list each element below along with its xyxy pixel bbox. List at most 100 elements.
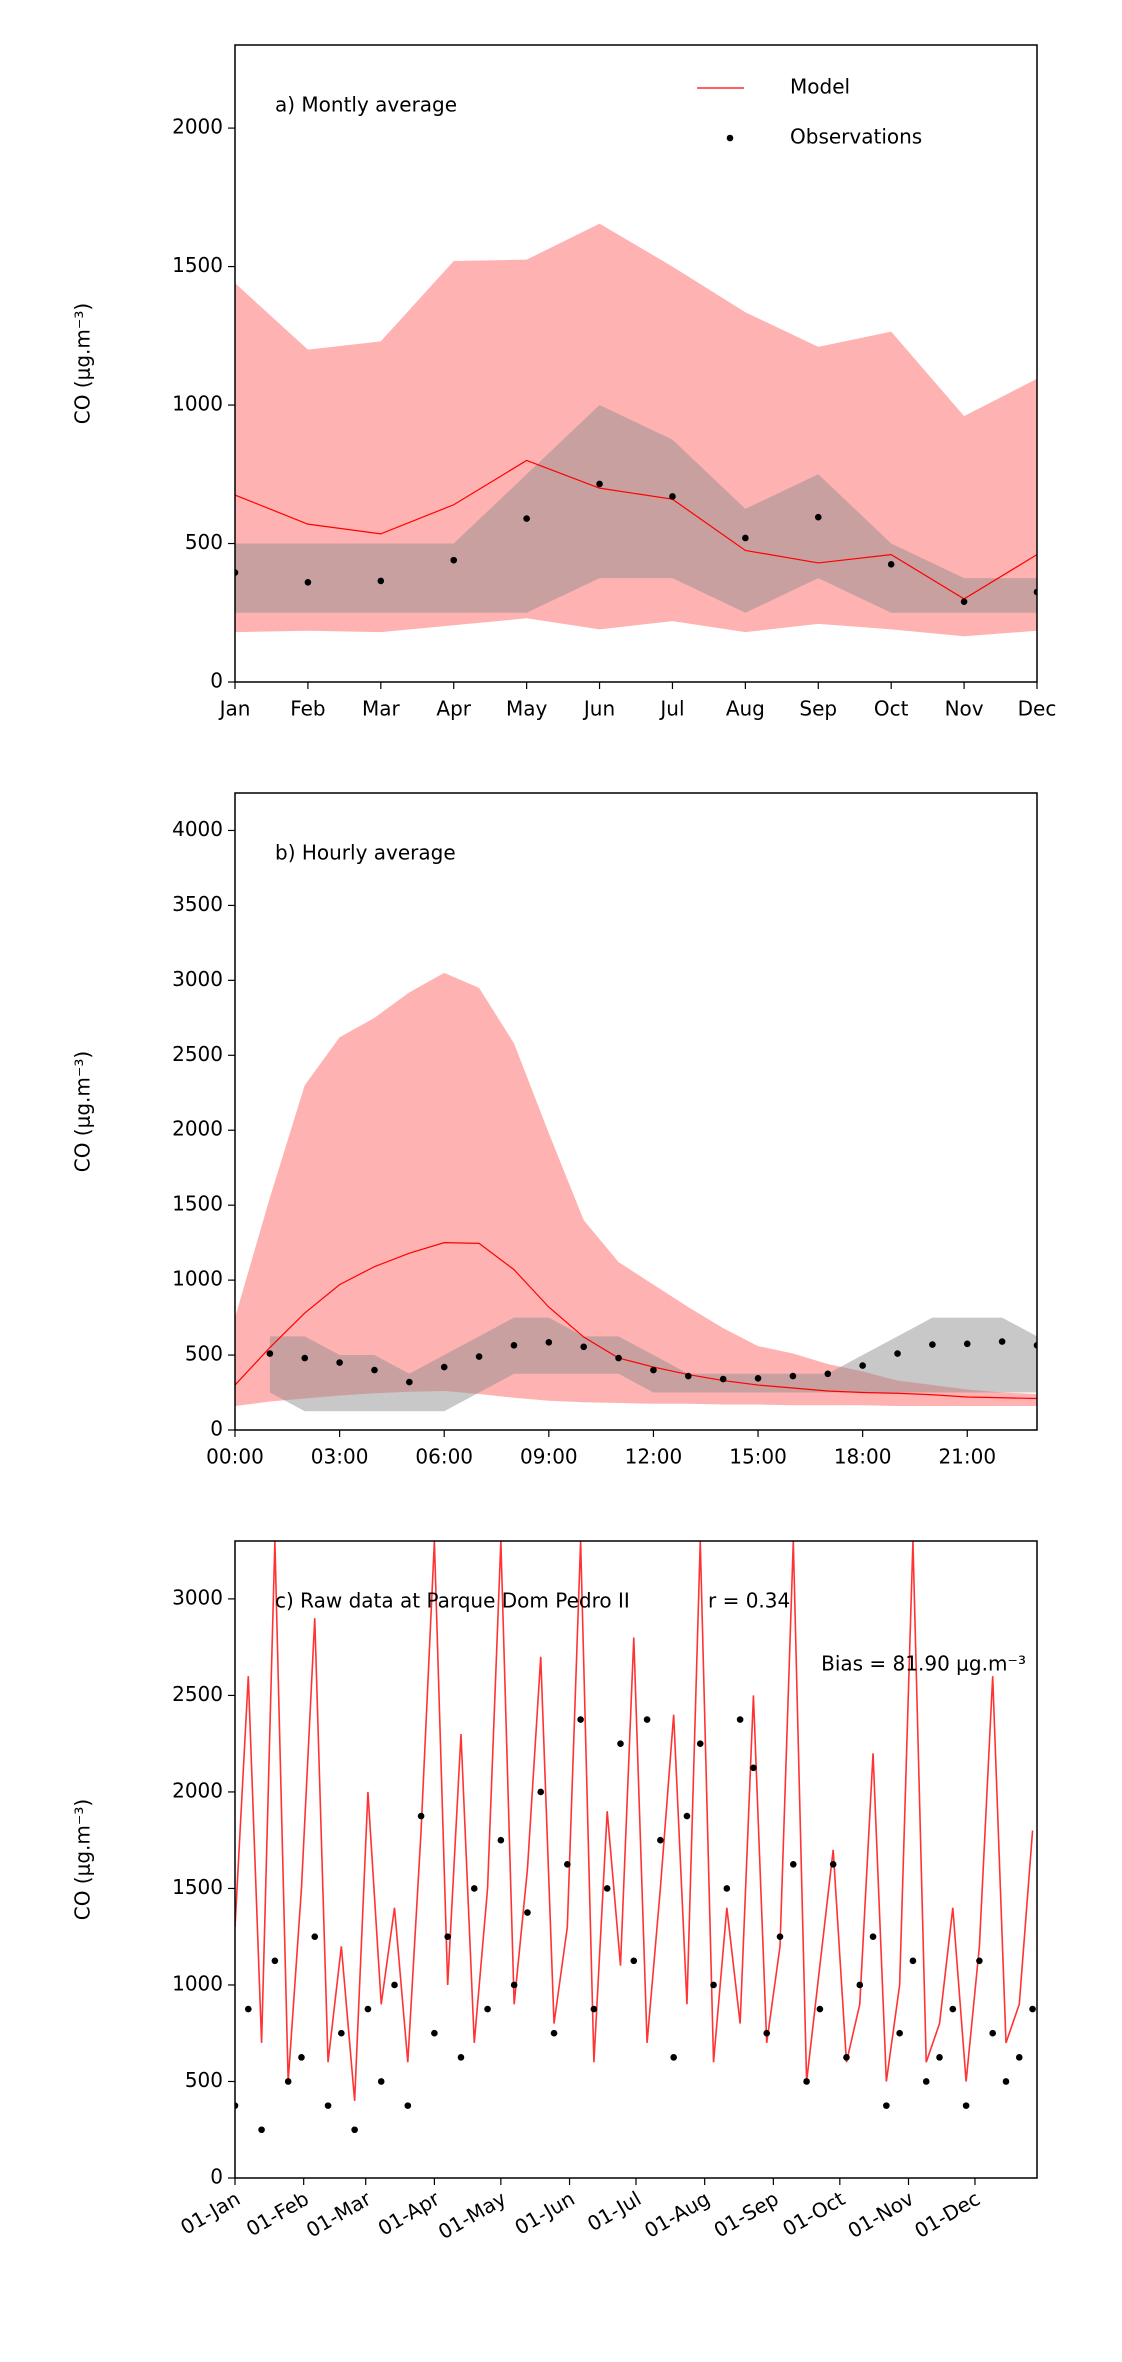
observation-dot <box>497 1836 505 1844</box>
observation-dot <box>669 493 676 500</box>
y-tick-label: 0 <box>210 2165 223 2189</box>
x-tick-label: 01-Aug <box>640 2186 714 2242</box>
observation-dot <box>440 1363 448 1371</box>
observation-dot <box>909 1957 917 1965</box>
y-axis-label: CO (μg.m⁻³) <box>71 1799 95 1921</box>
annotation: Bias = 81.90 μg.m⁻³ <box>821 1652 1026 1676</box>
observation-dot <box>1002 2078 1010 2085</box>
plot-area <box>235 223 1037 637</box>
x-tick-label: Mar <box>362 697 401 721</box>
observation-dot <box>457 2054 465 2061</box>
observation-dot <box>643 1716 651 1723</box>
x-tick-label: 09:00 <box>520 1445 578 1469</box>
y-tick-label: 500 <box>185 2068 223 2092</box>
observation-dot <box>963 1340 971 1348</box>
observation-dot <box>896 2029 903 2037</box>
observation-dot <box>1033 588 1037 596</box>
observation-dot <box>929 1341 936 1348</box>
observation-dot <box>377 2078 385 2085</box>
observation-dot <box>657 1836 664 1844</box>
observation-dot <box>311 1933 319 1941</box>
y-tick-label: 2500 <box>172 1682 223 1706</box>
observation-dot <box>244 2005 252 2013</box>
x-tick-label: 12:00 <box>625 1445 683 1469</box>
observation-dot <box>338 2029 345 2037</box>
observation-dot <box>304 578 312 586</box>
observation-dot <box>843 2054 850 2061</box>
observation-dot <box>324 2102 332 2109</box>
observation-dot <box>887 560 895 568</box>
observation-dot <box>750 1764 757 1772</box>
observation-dot <box>670 2054 677 2061</box>
x-tick-label: 01-Apr <box>374 2186 445 2241</box>
observation-dot <box>630 1957 638 1965</box>
x-tick-label: Sep <box>799 697 837 721</box>
y-tick-label: 0 <box>210 669 223 693</box>
panel: 0 500 1000 1500 2000 Jan Feb Mar Apr May Jun Jul Aug… <box>71 44 1057 721</box>
observation-dot <box>235 2102 239 2109</box>
y-tick-label: 1000 <box>172 392 223 416</box>
x-tick-label: 21:00 <box>938 1445 996 1469</box>
x-tick-label: 01-Jul <box>583 2186 645 2236</box>
panel-title: b) Hourly average <box>275 841 456 865</box>
observation-dot <box>603 1885 611 1892</box>
observation-dot <box>814 513 822 521</box>
observation-dot <box>484 2005 491 2013</box>
y-tick-label: 3000 <box>172 967 223 991</box>
x-tick-label: 01-Oct <box>778 2186 849 2241</box>
observation-dot <box>776 1933 784 1941</box>
observation-dot <box>824 1370 832 1378</box>
axes-frame <box>234 792 1038 1431</box>
x-tick-label: Apr <box>436 697 471 721</box>
observation-dot <box>545 1339 553 1346</box>
observation-dot <box>869 1933 877 1941</box>
range-band <box>235 972 1037 1407</box>
observation-dot <box>723 1885 731 1892</box>
observation-dot <box>829 1861 837 1868</box>
x-tick-label: Nov <box>945 697 984 721</box>
range-band <box>235 223 1037 637</box>
panel-title: c) Raw data at Parque Dom Pedro II <box>275 1589 630 1613</box>
observation-dot <box>617 1740 624 1747</box>
panel: 0 500 1000 1500 2000 2500 3000 3500 4000 00:00 03:… <box>71 792 1038 1469</box>
y-tick-label: 500 <box>185 1342 223 1366</box>
x-tick-label: 01-Jan <box>176 2186 244 2239</box>
panel-title: a) Montly average <box>275 93 457 117</box>
y-tick-label: 3000 <box>172 1585 223 1609</box>
legend-label: Model <box>790 75 850 99</box>
model-line <box>235 1242 1037 1400</box>
x-tick-label: 06:00 <box>415 1445 473 1469</box>
x-tick-label: Jul <box>658 697 684 721</box>
observation-dot <box>475 1353 483 1360</box>
x-tick-label: 01-Nov <box>844 2186 918 2243</box>
observation-dot <box>301 1354 309 1362</box>
observation-dot <box>998 1338 1006 1345</box>
x-tick-label: Oct <box>874 697 909 721</box>
x-tick-label: Dec <box>1018 697 1057 721</box>
observation-dot <box>683 1812 691 1820</box>
observation-dot <box>258 2126 265 2134</box>
plot-area <box>235 972 1037 1412</box>
observation-dot <box>615 1354 622 1362</box>
observation-dot <box>736 1716 744 1723</box>
y-tick-label: 3500 <box>172 892 223 916</box>
x-tick-label: May <box>506 697 548 721</box>
observation-dot <box>450 556 458 564</box>
x-tick-label: 01-Dec <box>910 2186 984 2242</box>
y-tick-label: 1000 <box>172 1971 223 1995</box>
plot-area <box>235 1541 1036 2134</box>
legend: Model Observations <box>697 75 922 149</box>
range-band <box>269 1317 1037 1412</box>
y-tick-label: 1500 <box>172 1875 223 1899</box>
observation-dot <box>1029 2005 1036 2013</box>
y-axis-label: CO (μg.m⁻³) <box>71 303 95 425</box>
annotation: r = 0.34 <box>708 1589 790 1613</box>
observation-dot <box>859 1362 866 1369</box>
observation-dot <box>404 2102 412 2109</box>
model-line <box>235 1541 1034 2101</box>
observation-dot <box>596 480 603 488</box>
y-tick-label: 1500 <box>172 1192 223 1216</box>
observation-dot <box>922 2078 930 2085</box>
panel: 05001000150020002500300001-Jan01-Feb01-M… <box>71 1540 1038 2244</box>
